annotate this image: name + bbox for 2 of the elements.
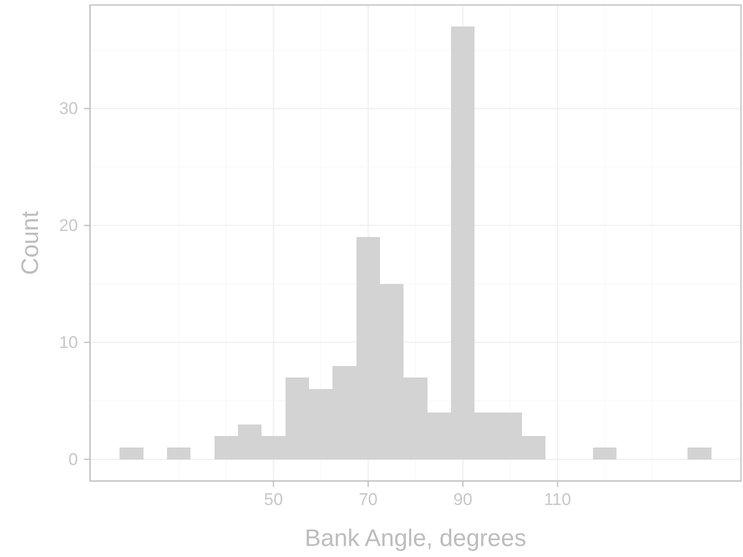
x-axis-title: Bank Angle, degrees (304, 525, 526, 552)
y-axis-title: Count (17, 210, 44, 276)
